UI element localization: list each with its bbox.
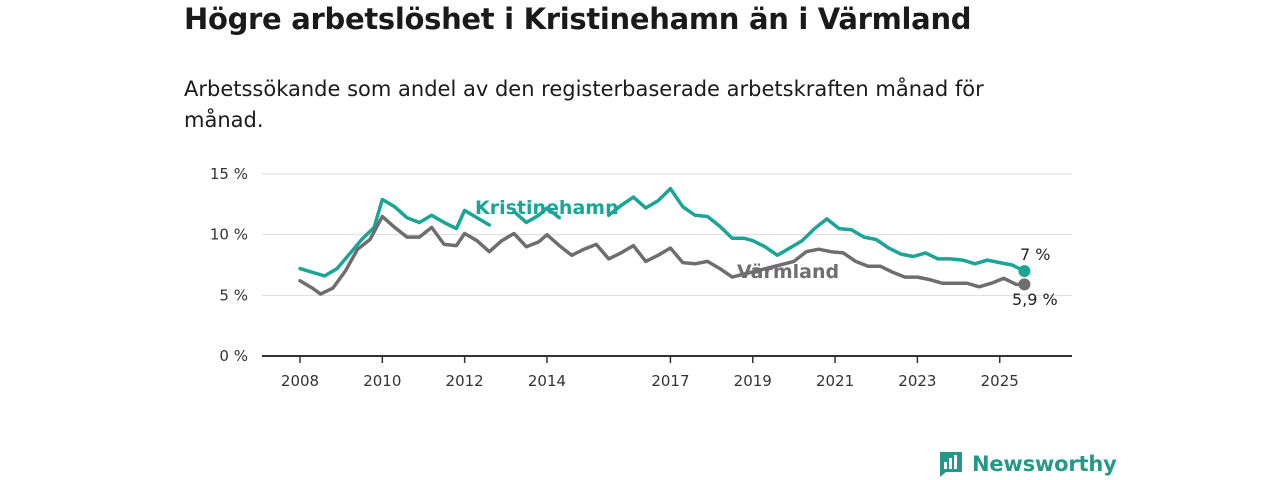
series-lines	[298, 186, 1031, 296]
end-point-varmland	[1018, 278, 1031, 291]
series-label-kristinehamn: Kristinehamn	[475, 197, 619, 219]
newsworthy-logo-icon	[940, 452, 962, 477]
chart-subtitle: Arbetssökande som andel av den registerb…	[184, 77, 984, 132]
series-line-kristinehamn	[606, 186, 1027, 273]
y-axis-ticks: 0 % 5 % 10 % 15 %	[210, 165, 248, 365]
x-tick-label: 2010	[363, 372, 401, 390]
y-tick-label: 5 %	[219, 286, 248, 304]
brand-name: Newsworthy	[972, 452, 1117, 476]
x-tick-label: 2012	[446, 372, 484, 390]
series-labels: Kristinehamn Värmland 7 % 5,9 %	[475, 197, 1058, 309]
gridlines	[262, 173, 1072, 357]
y-tick-label: 0 %	[219, 347, 248, 365]
end-label-varmland: 5,9 %	[1012, 290, 1058, 309]
series-line-varmland	[298, 214, 1027, 296]
x-tick-label: 2023	[898, 372, 936, 390]
series-line-kristinehamn	[298, 197, 492, 278]
x-tick-label: 2025	[981, 372, 1019, 390]
series-line-kristinehamn	[512, 206, 562, 225]
x-tick-label: 2017	[651, 372, 689, 390]
chart-title: Högre arbetslöshet i Kristinehamn än i V…	[184, 2, 972, 36]
end-label-kristinehamn: 7 %	[1020, 245, 1050, 264]
series-label-varmland: Värmland	[737, 261, 839, 283]
y-tick-label: 10 %	[210, 226, 248, 244]
line-chart: 0 %5 %10 %15 % 2008 2010 2012 2014 2017 2019 2…	[210, 165, 1072, 390]
x-axis-ticks: 2008 2010 2012 2014 2017 2019 2021 2023 2025	[281, 356, 1019, 390]
end-point-kristinehamn	[1018, 265, 1031, 278]
x-tick-label: 2008	[281, 372, 319, 390]
brand-logo: Newsworthy	[938, 449, 1117, 479]
x-tick-label: 2014	[528, 372, 566, 390]
x-tick-label: 2021	[816, 372, 854, 390]
x-tick-label: 2019	[734, 372, 772, 390]
y-tick-label: 15 %	[210, 165, 248, 183]
